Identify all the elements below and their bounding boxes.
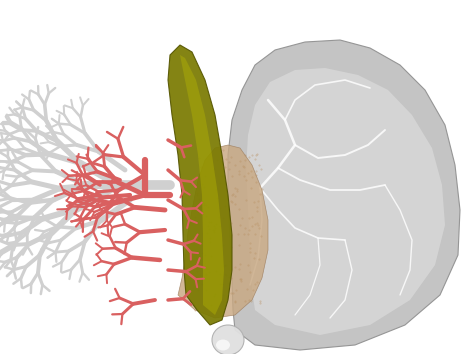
Polygon shape [246, 68, 445, 335]
Polygon shape [180, 55, 224, 315]
Polygon shape [168, 45, 232, 325]
Ellipse shape [212, 325, 244, 354]
Ellipse shape [216, 339, 230, 350]
Polygon shape [228, 40, 460, 350]
Polygon shape [178, 145, 268, 318]
